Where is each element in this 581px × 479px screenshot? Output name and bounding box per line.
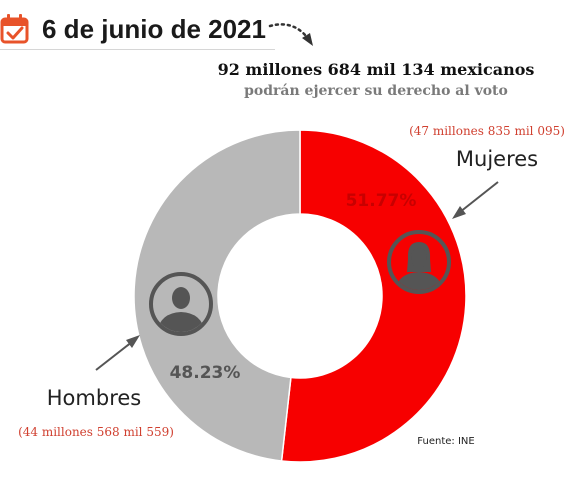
chart-decorations	[95, 181, 499, 371]
hombres-percent-label: 48.23%	[170, 363, 241, 383]
subheadline: podrán ejercer su derecho al voto	[244, 83, 508, 99]
mujeres-label: Mujeres	[456, 147, 538, 171]
hombres-label: Hombres	[47, 386, 141, 410]
hombres-pointer-arrowhead	[126, 335, 140, 348]
header: 6 de junio de 2021	[0, 9, 275, 50]
hombres-count: (44 millones 568 mil 559)	[18, 425, 174, 439]
calendar-check-icon	[0, 14, 29, 44]
dotted-arrow-icon	[268, 23, 313, 46]
donut-slice-hombres	[133, 129, 301, 462]
mujeres-pointer-arrowhead	[452, 206, 466, 219]
man-avatar-icon	[149, 272, 213, 336]
date-title: 6 de junio de 2021	[42, 14, 266, 44]
mujeres-count: (47 millones 835 mil 095)	[409, 124, 565, 138]
woman-avatar-icon	[387, 230, 451, 294]
headline: 92 millones 684 mil 134 mexicanos	[217, 60, 535, 79]
source-label: Fuente: INE	[417, 436, 474, 447]
donut-slice-mujeres	[280, 129, 467, 463]
mujeres-percent-label: 51.77%	[346, 191, 417, 211]
